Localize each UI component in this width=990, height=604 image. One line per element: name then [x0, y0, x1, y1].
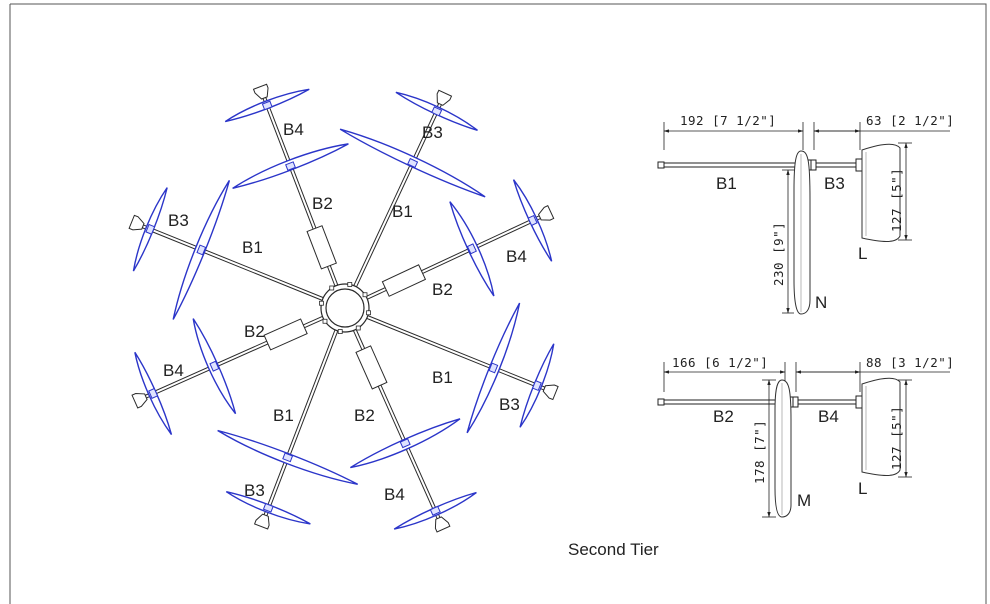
label-b4-top: B4: [283, 120, 304, 139]
radial-arm: [350, 327, 477, 533]
label-b1-right: B1: [432, 368, 453, 387]
label-b3-left: B3: [168, 211, 189, 230]
arm-b4: B4: [818, 407, 839, 426]
detail-b1-b3: 192 [7 1/2"] 63 [2 1/2"] B1 B3 N 230 [9"…: [657, 113, 954, 315]
radial-arm: [131, 315, 326, 435]
label-b1-left: B1: [242, 238, 263, 257]
dim-63: 63 [2 1/2"]: [866, 113, 954, 128]
arm-b1: B1: [716, 174, 737, 193]
label-b3-right: B3: [499, 395, 520, 414]
label-b3-bottom: B3: [244, 481, 265, 500]
label-b2-left: B2: [244, 322, 265, 341]
radial-arm: [217, 327, 359, 530]
dim-192: 192 [7 1/2"]: [680, 113, 776, 128]
arm-b3: B3: [824, 174, 845, 193]
hub-inner-ring: [325, 288, 365, 328]
dim-127-bottom: 127 [5"]: [889, 406, 904, 470]
blade-m: M: [797, 491, 811, 510]
dim-88: 88 [3 1/2"]: [866, 355, 954, 370]
label-b3-top: B3: [422, 123, 443, 142]
sheet-border: [9, 3, 987, 604]
dim-230: 230 [9"]: [771, 222, 786, 286]
caption-second-tier: Second Tier: [568, 540, 659, 559]
radial-arm: [364, 179, 555, 301]
label-b1-top: B1: [392, 202, 413, 221]
label-b2-bottom: B2: [354, 406, 375, 425]
label-b2-right: B2: [432, 280, 453, 299]
radial-arm: [364, 302, 559, 434]
blade-l-top: L: [858, 244, 867, 263]
radial-labels: B4 B3 B2 B1 B3 B1 B4 B2 B2 B1 B4 B3 B1 B…: [163, 120, 527, 504]
radial-arm: [128, 180, 326, 320]
label-b4-right: B4: [506, 247, 527, 266]
radial-arm: [339, 89, 486, 289]
dim-127-top: 127 [5"]: [889, 168, 904, 232]
label-b2-top: B2: [312, 194, 333, 213]
radial-arm: [224, 83, 349, 289]
detail-b2-b4: 166 [6 1/2"] 88 [3 1/2"] B2 B4 M 178 [7"…: [657, 355, 954, 518]
label-b4-left: B4: [163, 361, 184, 380]
label-b4-bottom: B4: [384, 485, 405, 504]
dim-178: 178 [7"]: [752, 420, 767, 484]
arm-b2: B2: [713, 407, 734, 426]
blade-l-bottom: L: [858, 479, 867, 498]
radial-chandelier-plan: [128, 83, 559, 533]
dim-166: 166 [6 1/2"]: [672, 355, 768, 370]
blade-n: N: [815, 293, 827, 312]
label-b1-bottom: B1: [273, 406, 294, 425]
